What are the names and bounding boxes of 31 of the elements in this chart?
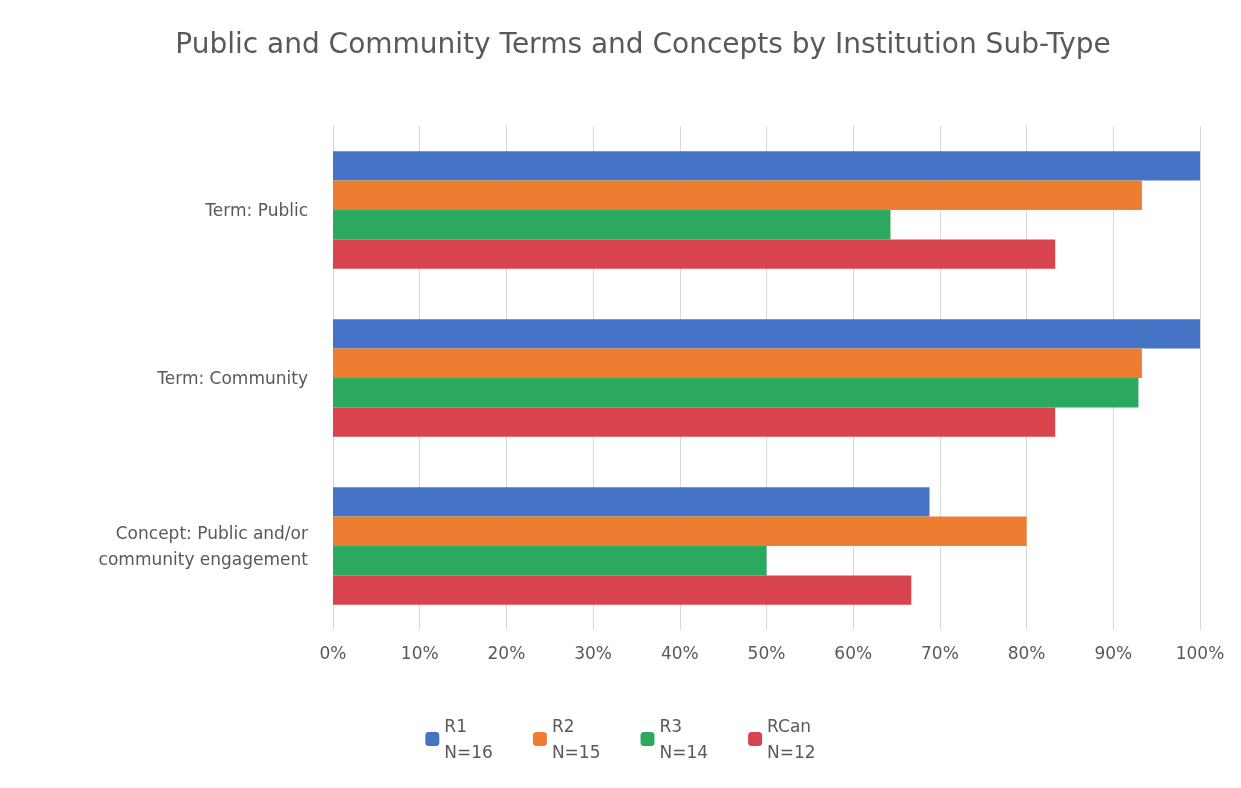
x-tick-label: 50%: [747, 642, 786, 663]
bar: [333, 407, 1056, 437]
x-tick-label: 20%: [487, 642, 526, 663]
bar: [333, 516, 1027, 546]
legend-label: R3 N=14: [659, 716, 709, 762]
x-tick-label: 40%: [660, 642, 699, 663]
y-tick-label: Term: Community: [156, 368, 308, 388]
x-tick-label: 70%: [921, 642, 959, 663]
chart-title: Public and Community Terms and Concepts by Institution Sub-Type: [175, 26, 1111, 60]
x-tick-label: 60%: [834, 642, 873, 663]
bar: [333, 180, 1142, 210]
bar: [333, 239, 1056, 269]
bar: [333, 319, 1200, 349]
y-tick-label: Concept: Public and/or community engagement: [98, 523, 309, 569]
y-tick-label: Term: Public: [204, 200, 308, 220]
legend-label: RCan N=12: [767, 716, 816, 762]
x-tick-label: 0%: [319, 642, 347, 663]
legend-label: R1 N=16: [444, 716, 493, 762]
bar: [333, 210, 891, 240]
x-tick-label: 100%: [1175, 642, 1225, 663]
bar: [333, 348, 1142, 378]
x-tick-label: 30%: [574, 642, 612, 663]
bar: [333, 151, 1200, 181]
bar: [333, 487, 930, 517]
bar: [333, 575, 912, 605]
x-tick-label: 80%: [1007, 642, 1046, 663]
legend-label: R2 N=15: [551, 716, 601, 762]
x-tick-label: 10%: [400, 642, 439, 663]
bar: [333, 546, 767, 576]
bar: [333, 378, 1139, 408]
x-tick-label: 90%: [1094, 642, 1133, 663]
